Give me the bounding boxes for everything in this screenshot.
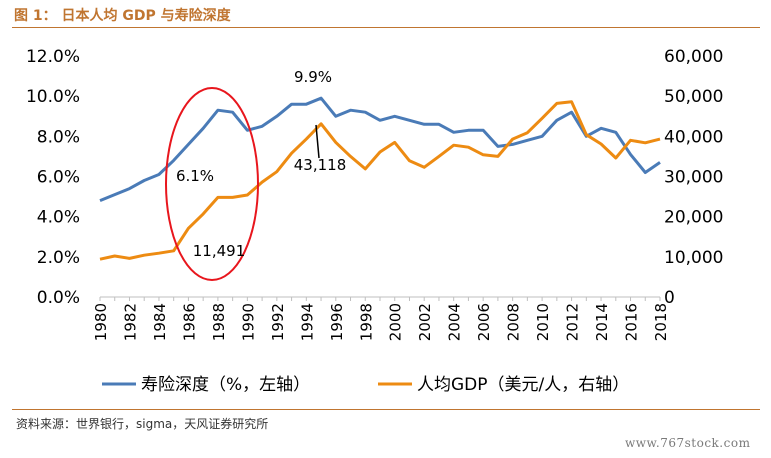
x-tick-label: 1988 bbox=[210, 303, 228, 341]
y-right-tick-label: 30,000 bbox=[664, 168, 723, 188]
legend-label-gdp-per-capita: 人均GDP（美元/人，右轴） bbox=[417, 375, 629, 395]
title-divider bbox=[12, 27, 760, 28]
annotation-label-depth-1985: 6.1% bbox=[176, 167, 214, 185]
highlight-ellipse bbox=[165, 87, 259, 281]
figure-header: 图 1： 日本人均 GDP 与寿险深度 bbox=[0, 0, 771, 30]
y-right-tick-label: 60,000 bbox=[664, 47, 723, 67]
source-divider bbox=[12, 409, 760, 410]
y-left-tick-label: 4.0% bbox=[37, 208, 80, 228]
y-left-tick-label: 2.0% bbox=[37, 248, 80, 268]
x-tick-label: 2012 bbox=[564, 303, 582, 341]
y-right-tick-label: 10,000 bbox=[664, 248, 723, 268]
y-left-tick-label: 8.0% bbox=[37, 127, 80, 147]
x-tick-label: 1990 bbox=[239, 303, 257, 341]
x-tick-label: 2010 bbox=[534, 303, 552, 341]
annotation-pointer bbox=[315, 124, 320, 159]
source-note: 资料来源：世界银行，sigma，天风证券研究所 bbox=[16, 417, 269, 431]
x-tick-label: 1980 bbox=[92, 303, 110, 341]
x-tick-label: 2018 bbox=[652, 303, 670, 341]
x-tick-label: 1998 bbox=[357, 303, 375, 341]
x-tick-label: 2006 bbox=[475, 303, 493, 341]
series-line-gdp-per-capita bbox=[99, 100, 661, 261]
y-right-tick-label: 50,000 bbox=[664, 87, 723, 107]
x-tick-label: 2016 bbox=[623, 303, 641, 341]
x-tick-label: 1986 bbox=[180, 303, 198, 341]
y-right-tick-label: 0 bbox=[664, 288, 675, 308]
y-right-tick-label: 40,000 bbox=[664, 127, 723, 147]
annotation-label-peak-depth: 9.9% bbox=[294, 68, 332, 86]
series-line-life-insurance-depth bbox=[99, 96, 661, 202]
x-tick-label: 2008 bbox=[505, 303, 523, 341]
chart-area: 0.0% 2.0% 4.0% 6.0% 8.0% 10.0% 12.0% 0 10,000 20,… bbox=[26, 47, 724, 395]
x-tick-label: 1982 bbox=[121, 303, 139, 341]
legend-label-life-insurance-depth: 寿险深度（%，左轴） bbox=[141, 375, 310, 395]
y-left-tick-label: 12.0% bbox=[26, 47, 80, 67]
figure-title: 图 1： 日本人均 GDP 与寿险深度 bbox=[14, 8, 231, 24]
x-tick-label: 1992 bbox=[269, 303, 287, 341]
watermark: www.767stock.com bbox=[625, 436, 751, 450]
y-right-tick-label: 20,000 bbox=[664, 208, 723, 228]
x-tick-label: 2014 bbox=[593, 303, 611, 341]
x-tick-label: 2002 bbox=[416, 303, 434, 341]
annotation-label-gdp-1985: 11,491 bbox=[193, 242, 246, 260]
x-tick-label: 2004 bbox=[446, 303, 464, 341]
y-left-tick-label: 6.0% bbox=[37, 168, 80, 188]
annotation-label-peak-gdp: 43,118 bbox=[294, 156, 347, 174]
x-tick-label: 1996 bbox=[328, 303, 346, 341]
x-tick-label: 1994 bbox=[298, 303, 316, 341]
x-tick-label: 2000 bbox=[387, 303, 405, 341]
y-left-tick-label: 10.0% bbox=[26, 87, 80, 107]
x-tick-label: 1984 bbox=[151, 303, 169, 341]
y-left-tick-label: 0.0% bbox=[37, 288, 80, 308]
